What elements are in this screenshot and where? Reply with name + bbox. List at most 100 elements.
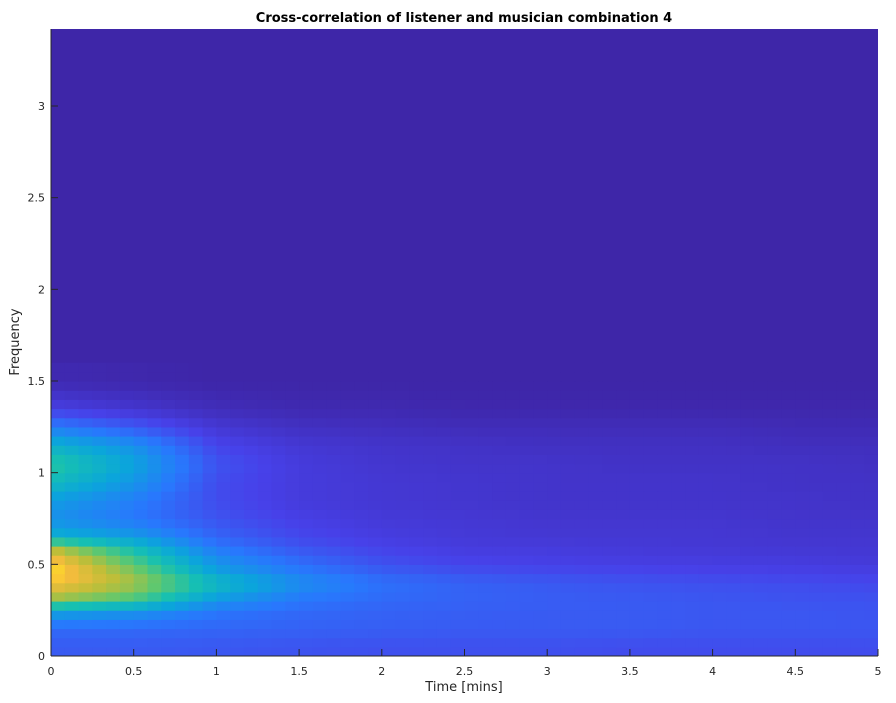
heatmap-cell <box>519 555 535 565</box>
heatmap-cell <box>547 610 562 620</box>
heatmap-cell <box>671 481 686 492</box>
heatmap-cell <box>299 546 314 556</box>
heatmap-cell <box>850 637 865 648</box>
heatmap-cell <box>864 573 878 584</box>
heatmap-cell <box>602 610 617 620</box>
heatmap-cell <box>588 555 603 565</box>
heatmap-cell <box>574 491 590 501</box>
heatmap-cell <box>216 426 231 437</box>
heatmap-cell <box>271 518 286 529</box>
heatmap-cell <box>685 582 700 593</box>
heatmap-cell <box>92 591 107 602</box>
heatmap-cell <box>767 610 783 620</box>
heatmap-cell <box>175 518 190 529</box>
heatmap-cell <box>505 500 521 510</box>
heatmap-cell <box>340 582 355 593</box>
heatmap-cell <box>326 582 342 593</box>
heatmap-cell <box>809 619 824 630</box>
heatmap-cell <box>726 362 741 373</box>
heatmap-cell <box>809 481 824 492</box>
heatmap-cell <box>781 637 796 648</box>
heatmap-cell <box>78 573 93 584</box>
heatmap-cell <box>588 564 603 575</box>
y-tick-label: 1.5 <box>28 375 46 388</box>
heatmap-cell <box>836 417 852 428</box>
heatmap-cell <box>368 390 383 400</box>
heatmap-cell <box>354 591 369 602</box>
heatmap-cell <box>299 591 314 602</box>
heatmap-cell <box>188 536 204 547</box>
heatmap-cell <box>285 362 300 373</box>
heatmap-cell <box>685 362 700 373</box>
heatmap-cell <box>616 546 631 556</box>
heatmap-cell <box>574 536 590 547</box>
heatmap-cell <box>106 582 121 593</box>
heatmap-cell <box>836 399 852 410</box>
heatmap-cell <box>326 591 342 602</box>
heatmap-cell <box>312 610 328 620</box>
heatmap-cell <box>809 472 824 483</box>
heatmap-cell <box>726 646 741 656</box>
heatmap-cell <box>588 518 603 529</box>
heatmap-cell <box>616 463 631 474</box>
heatmap-cell <box>809 500 824 510</box>
heatmap-cell <box>119 573 135 584</box>
heatmap-cell <box>436 426 452 437</box>
heatmap-cell <box>602 509 617 520</box>
heatmap-cell <box>285 381 300 391</box>
heatmap-cell <box>809 591 824 602</box>
heatmap-cell <box>492 518 507 529</box>
heatmap-cell <box>216 436 231 446</box>
heatmap-cell <box>64 463 80 474</box>
heatmap-cell <box>657 399 672 410</box>
heatmap-cell <box>478 390 493 400</box>
heatmap-cell <box>643 527 659 538</box>
heatmap-cell <box>230 445 245 455</box>
heatmap-cell <box>285 390 300 400</box>
heatmap-cell <box>588 536 603 547</box>
heatmap-cell <box>312 546 328 556</box>
heatmap-cell <box>368 472 383 483</box>
heatmap-cell <box>257 619 273 630</box>
heatmap-cell <box>423 472 438 483</box>
heatmap-cell <box>671 573 686 584</box>
heatmap-cell <box>629 408 645 419</box>
heatmap-cell <box>175 646 190 656</box>
heatmap-cell <box>230 628 245 639</box>
heatmap-cell <box>740 509 755 520</box>
heatmap-cell <box>395 399 410 410</box>
heatmap-cell <box>795 481 810 492</box>
heatmap-cell <box>533 436 548 446</box>
heatmap-cell <box>175 381 190 391</box>
heatmap-cell <box>354 491 369 501</box>
heatmap-cell <box>395 646 410 656</box>
heatmap-cell <box>795 426 810 437</box>
heatmap-cell <box>588 390 603 400</box>
heatmap-cell <box>423 463 438 474</box>
heatmap-cell <box>106 555 121 565</box>
heatmap-cell <box>602 500 617 510</box>
heatmap-cell <box>657 491 672 501</box>
heatmap-cell <box>450 426 466 437</box>
heatmap-cell <box>836 582 852 593</box>
heatmap-cell <box>436 518 452 529</box>
heatmap-cell <box>726 518 741 529</box>
heatmap-cell <box>492 408 507 419</box>
heatmap-cell <box>230 399 245 410</box>
heatmap-cell <box>602 371 617 382</box>
heatmap-cell <box>602 408 617 419</box>
heatmap-cell <box>602 573 617 584</box>
heatmap-cell <box>175 509 190 520</box>
heatmap-cell <box>147 371 162 382</box>
heatmap-cell <box>51 500 66 510</box>
heatmap-cell <box>505 518 521 529</box>
heatmap-cell <box>354 637 369 648</box>
heatmap-cell <box>368 591 383 602</box>
heatmap-cell <box>643 564 659 575</box>
heatmap-cell <box>643 399 659 410</box>
heatmap-cell <box>533 646 548 656</box>
heatmap-cell <box>767 527 783 538</box>
heatmap-cell <box>188 564 204 575</box>
heatmap-cell <box>243 445 259 455</box>
heatmap-cell <box>767 426 783 437</box>
